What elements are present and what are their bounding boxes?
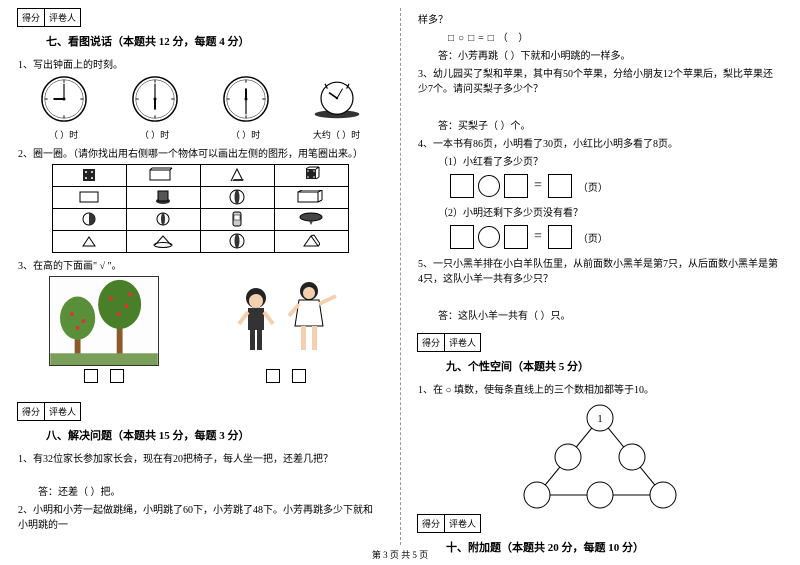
left-column: 得分 评卷人 七、看图说话（本题共 12 分，每题 4 分） 1、写出钟面上的时… [0,0,400,538]
tree-checkbox-2[interactable] [110,369,124,383]
grader-label: 评卷人 [44,402,81,421]
equals-sign: = [534,178,542,194]
section-7-title: 七、看图说话（本题共 12 分，每题 4 分） [18,29,382,53]
section-8-header: 得分 评卷人 [18,402,382,423]
q7-2: 2、圈一圈。（请你找出用右侧哪一个物体可以画出左侧的图形，用笔圈出来。） [18,145,382,160]
section-9-header: 得分 评卷人 [418,333,782,354]
q8-2: 2、小明和小芳一起做跳绳，小明跳了60下，小芳跳了48下。小芳再跳多少下就和小明… [18,501,382,531]
clock-1 [40,75,88,123]
grader-label: 评卷人 [444,333,481,352]
right-column: 样多？ □○□=□（ ） 答：小芳再跳（ ）下就和小明跳的一样多。 3、幼儿园买… [400,0,800,538]
grader-label: 评卷人 [444,514,481,533]
fill-box[interactable] [548,225,572,249]
fill-op[interactable] [478,226,500,248]
unit-page: （页） [578,230,608,245]
page-footer: 第 3 页 共 5 页 [0,548,800,561]
score-label: 得分 [17,8,45,27]
section-8-title: 八、解决问题（本题共 15 分，每题 3 分） [18,423,382,447]
triangle-top-value: 1 [597,413,603,425]
section-9-title: 九、个性空间（本题共 5 分） [418,354,782,378]
kid-checkbox-2[interactable] [292,369,306,383]
unit-page: （页） [578,179,608,194]
q8-5: 5、一只小黑羊排在小白羊队伍里，从前面数小黑羊是第7只，从后面数小黑羊是第4只，… [418,255,782,285]
a8-5: 答：这队小羊一共有（ ）只。 [418,307,782,322]
fill-box[interactable] [450,174,474,198]
fill-box[interactable] [504,225,528,249]
q8-1: 1、有32位家长参加家长会，现在有20把椅子，每人坐一把，还差几把？ [18,450,382,465]
fill-row-2: = （页） [448,225,782,249]
q8-4: 4、一本书有86页，小明看了30页，小红比小明多看了8页。 [418,135,782,150]
a8-2: 答：小芳再跳（ ）下就和小明跳的一样多。 [418,47,782,62]
q8-3: 3、幼儿园买了梨和苹果，其中有50个苹果，分给小朋友12个苹果后，梨比苹果还少7… [418,65,782,95]
clock-2-label: （ ）时 [131,128,179,141]
fill-box[interactable] [548,174,572,198]
a8-1: 答：还差（ ）把。 [18,483,382,498]
tree-checkbox-1[interactable] [84,369,98,383]
q8-4-1: （1）小红看了多少页？ [418,153,782,168]
clocks-row: （ ）时 （ ）时 （ ）时 大约（ ）时 [18,75,382,141]
clock-2 [131,75,179,123]
q8-4-2: （2）小明还剩下多少页没有看？ [418,204,782,219]
fill-op[interactable] [478,175,500,197]
q9-1: 1、在 ○ 填数，使每条直线上的三个数相加都等于10。 [418,381,782,396]
score-label: 得分 [417,333,445,352]
fill-row-1: = （页） [448,174,782,198]
clock-3-label: （ ）时 [222,128,270,141]
fill-box[interactable] [504,174,528,198]
section-7-header: 得分 评卷人 [18,8,382,29]
score-label: 得分 [17,402,45,421]
a8-3: 答：买梨子（ ）个。 [418,117,782,132]
q7-1: 1、写出钟面上的时刻。 [18,56,382,71]
clock-3 [222,75,270,123]
kid-checkbox-1[interactable] [266,369,280,383]
height-compare-row [18,276,382,386]
q8-2-blanks: □○□=□（ ） [418,29,782,44]
trees-image [49,276,159,366]
clock-4 [313,75,361,123]
fill-box[interactable] [450,225,474,249]
q7-3: 3、在高的下面画" √ "。 [18,257,382,272]
score-label: 得分 [417,514,445,533]
clock-1-label: （ ）时 [40,128,88,141]
section-10-header: 得分 评卷人 [418,514,782,535]
equals-sign: = [534,229,542,245]
q8-2-cont: 样多？ [418,11,782,26]
clock-4-label: 大约（ ）时 [313,128,361,141]
shape-grid [52,164,349,253]
kids-image [221,276,351,366]
triangle-puzzle: 1 [510,400,690,510]
grader-label: 评卷人 [44,8,81,27]
